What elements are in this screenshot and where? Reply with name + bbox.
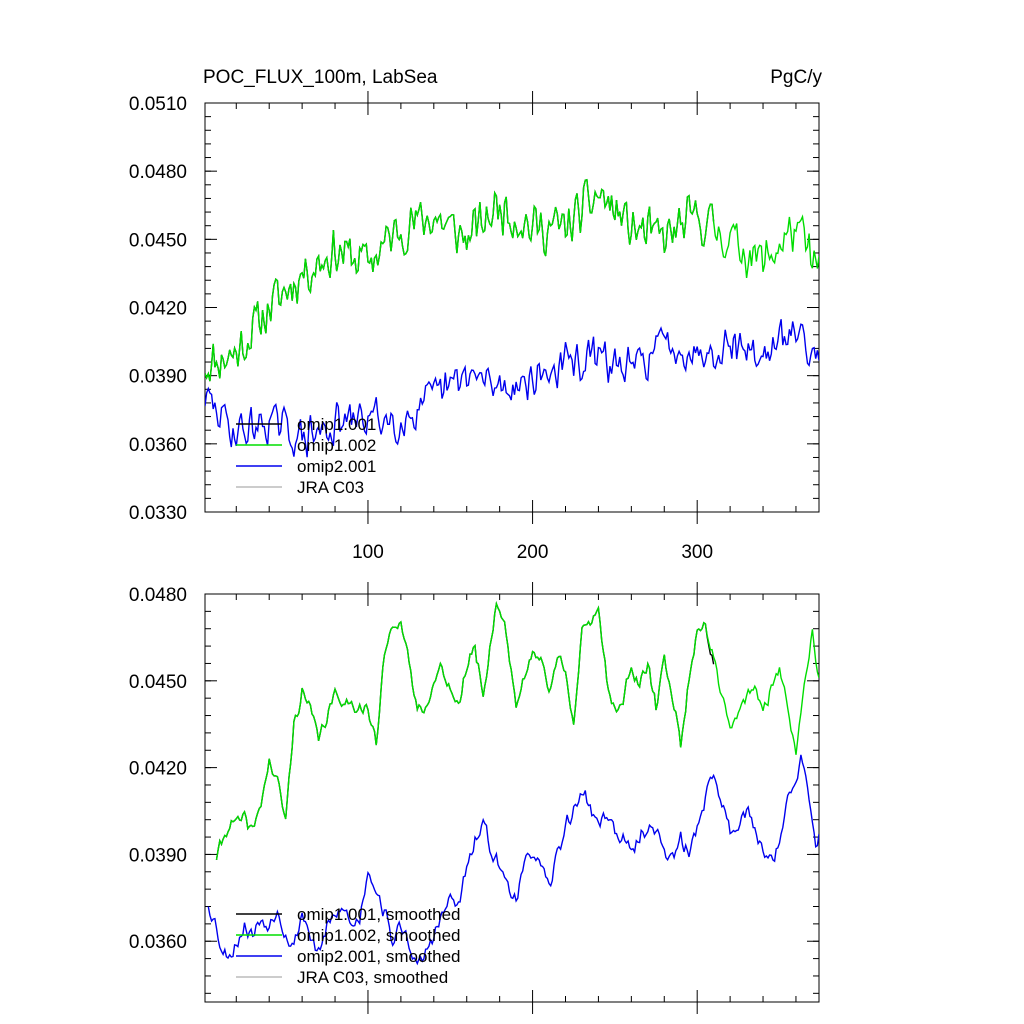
bottom-panel: 0.0360 0.0390 0.0420 0.0450 0.0480 omip1.001… xyxy=(129,582,820,1014)
x-tick-label: 200 xyxy=(517,542,549,563)
series-line-omip2-001-smoothed xyxy=(207,754,819,966)
top-series-group xyxy=(205,178,819,458)
chart-title: POC_FLUX_100m, LabSea xyxy=(203,67,438,88)
legend-label: omip1.001, smoothed xyxy=(297,905,461,924)
top-x-axis: 100 200 300 xyxy=(235,91,797,563)
legend-label: omip1.002 xyxy=(297,436,376,455)
bottom-legend: omip1.001, smoothed omip1.002, smoothed om… xyxy=(236,905,461,987)
legend-label: omip1.001 xyxy=(297,415,376,434)
legend-label: omip2.001 xyxy=(297,457,376,476)
y-tick-label: 0.0390 xyxy=(129,845,187,866)
series-line-omip2-001 xyxy=(205,319,819,458)
y-tick-label: 0.0510 xyxy=(129,94,187,115)
series-line-omip1-002-smoothed xyxy=(215,601,819,861)
bottom-y-axis: 0.0360 0.0390 0.0420 0.0450 0.0480 xyxy=(129,585,819,994)
y-tick-label: 0.0420 xyxy=(129,299,187,320)
y-tick-label: 0.0450 xyxy=(129,230,187,251)
y-tick-label: 0.0360 xyxy=(129,435,187,456)
legend-label: omip2.001, smoothed xyxy=(297,947,461,966)
legend-label: JRA C03, smoothed xyxy=(297,968,448,987)
y-tick-label: 0.0450 xyxy=(129,672,187,693)
x-tick-label: 300 xyxy=(681,542,713,563)
legend-label: omip1.002, smoothed xyxy=(297,926,461,945)
top-panel: POC_FLUX_100m, LabSea PgC/y 0.0330 0.0360… xyxy=(129,67,823,563)
top-y-axis: 0.0330 0.0360 0.0390 0.0420 0.0450 0.0480 0.05… xyxy=(129,94,819,524)
y-tick-label: 0.0390 xyxy=(129,367,187,388)
y-tick-label: 0.0480 xyxy=(129,162,187,183)
series-line-omip1-001-smoothed xyxy=(215,601,715,861)
y-tick-label: 0.0330 xyxy=(129,503,187,524)
bottom-x-axis xyxy=(235,582,797,1014)
bottom-plot-frame xyxy=(204,593,820,1003)
bottom-series-group xyxy=(207,601,819,966)
units-label: PgC/y xyxy=(770,67,822,88)
series-line-omip1-002 xyxy=(205,178,819,382)
y-tick-label: 0.0360 xyxy=(129,932,187,953)
legend-label: JRA C03 xyxy=(297,478,364,497)
top-legend: omip1.001 omip1.002 omip2.001 JRA C03 xyxy=(236,415,376,497)
x-tick-label: 100 xyxy=(352,542,384,563)
y-tick-label: 0.0420 xyxy=(129,759,187,780)
y-tick-label: 0.0480 xyxy=(129,585,187,606)
